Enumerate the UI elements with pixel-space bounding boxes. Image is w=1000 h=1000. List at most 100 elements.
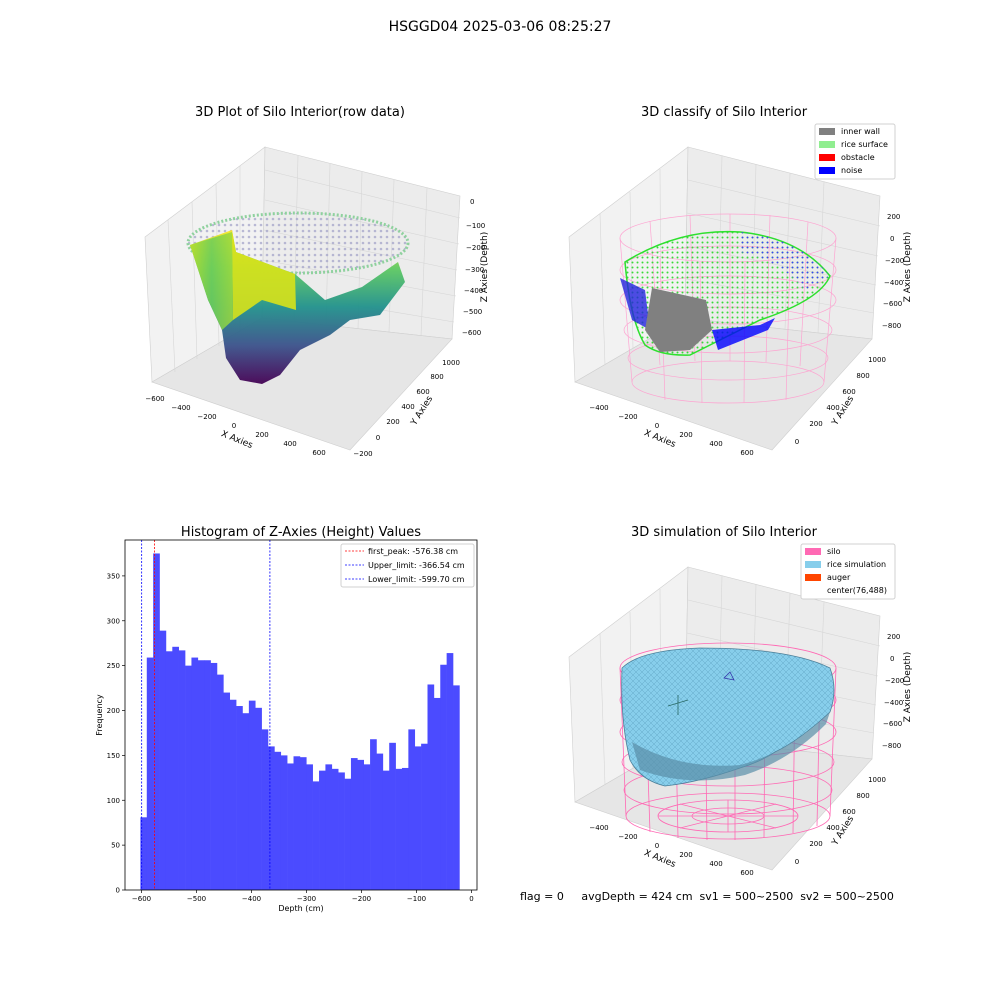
histogram-ylabel: Frequency	[95, 694, 104, 736]
sim-ytick-4: 800	[856, 792, 869, 800]
histogram-bar	[293, 756, 301, 890]
histogram-yticks: 0 50 100 150 200 250 300 350	[107, 572, 125, 895]
histogram-bar	[255, 707, 262, 890]
histogram-bar	[287, 763, 294, 890]
raw-ylabel: Y Axies	[409, 394, 435, 428]
cls-ztick-0: 200	[887, 213, 900, 221]
histogram-bars	[140, 553, 460, 890]
histogram-bar	[401, 767, 409, 890]
histogram-bar	[376, 753, 384, 890]
histogram-xticks: −600 −500 −400 −300 −200 −100 0	[132, 890, 474, 903]
histogram-ytick-label: 100	[107, 797, 120, 805]
raw-ytick-1: 0	[376, 434, 380, 442]
panel-3d-classify-title: 3D classify of Silo Interior	[641, 105, 808, 120]
histogram-bar	[153, 553, 160, 890]
histogram-bar	[178, 650, 186, 890]
histogram-bar	[185, 665, 192, 890]
histogram-bar	[382, 770, 390, 890]
histogram-bar	[229, 699, 237, 890]
histogram-bar	[357, 759, 364, 890]
raw-ytick-4: 600	[416, 388, 429, 396]
raw-ztick-0: 0	[470, 198, 474, 206]
cls-xtick-2: 0	[655, 422, 659, 430]
legend-label-rice-simulation: rice simulation	[827, 560, 886, 569]
sim-ztick-3: −400	[884, 699, 903, 707]
raw-ytick-5: 800	[430, 373, 443, 381]
cls-xtick-4: 400	[709, 440, 722, 448]
sim-ytick-2: 400	[826, 824, 839, 832]
sim-xtick-1: −200	[618, 833, 637, 841]
raw-ztick-2: −200	[466, 244, 485, 252]
histogram-bar	[414, 746, 422, 890]
legend-label-first-peak: first_peak: -576.38 cm	[368, 547, 458, 556]
classify-legend: inner wall rice surface obstacle noise	[814, 123, 896, 180]
cls-ytick-5: 1000	[868, 356, 886, 364]
classify-inner-wall	[645, 288, 712, 352]
legend-label-lower-limit: Lower_limit: -599.70 cm	[368, 575, 465, 584]
histogram-bar	[408, 729, 416, 890]
histogram-vlines	[141, 540, 271, 890]
histogram-bar	[299, 757, 307, 890]
raw-xtick-4: 200	[255, 431, 268, 439]
cls-ztick-4: −600	[883, 300, 902, 308]
raw-ztick-3: −300	[465, 266, 484, 274]
legend-label-inner-wall: inner wall	[841, 127, 880, 136]
histogram-bar	[204, 660, 211, 890]
sim-ztick-5: −800	[882, 742, 901, 750]
legend-swatch-inner-wall	[819, 128, 835, 135]
histogram-bar	[370, 739, 377, 890]
histogram-bar	[165, 651, 173, 890]
classify-noise	[740, 232, 830, 290]
histogram-bar	[306, 764, 313, 890]
legend-label-silo: silo	[827, 547, 841, 556]
histogram-bar	[172, 646, 179, 890]
histogram-xtick-label: −600	[132, 895, 151, 903]
histogram-xtick-label: −100	[407, 895, 426, 903]
sim-ytick-3: 600	[842, 808, 855, 816]
raw-ytick-6: 1000	[442, 359, 460, 367]
histogram-xtick-label: −400	[242, 895, 261, 903]
histogram-bar	[242, 713, 250, 890]
legend-swatch-noise	[819, 167, 835, 174]
sim-ztick-2: −200	[885, 677, 904, 685]
histogram-bar	[248, 700, 256, 890]
raw-ytick-2: 200	[386, 418, 399, 426]
cls-xtick-1: −200	[618, 413, 637, 421]
histogram-bar	[159, 630, 167, 890]
raw-zlabel: Z Axies (Depth)	[480, 232, 490, 303]
cls-ztick-2: −200	[885, 257, 904, 265]
legend-swatch-auger	[805, 574, 821, 581]
raw-xlabel: X Axies	[219, 429, 254, 451]
cls-ytick-4: 800	[856, 372, 869, 380]
center-marker	[723, 671, 735, 681]
silo-wireframe	[619, 642, 837, 841]
histogram-bar	[236, 706, 243, 890]
sim-zlabel: Z Axies (Depth)	[903, 652, 913, 723]
raw-ztick-1: −100	[466, 222, 485, 230]
histogram-axes-frame	[124, 539, 478, 891]
raw-xtick-1: −400	[171, 404, 190, 412]
histogram-bar	[261, 729, 269, 890]
histogram-bar	[344, 778, 352, 890]
sim-legend: silo rice simulation auger center(76,488…	[800, 543, 896, 600]
panel-3d-sim-title: 3D simulation of Silo Interior	[631, 525, 818, 540]
raw-ztick-5: −500	[463, 308, 482, 316]
histogram-ytick-label: 250	[107, 662, 120, 670]
classify-noise-left	[620, 278, 650, 330]
sim-ytick-1: 200	[809, 840, 822, 848]
panel-3d-simulation: 3D simulation of Silo Interior	[568, 525, 913, 877]
histogram-ytick-label: 200	[107, 707, 120, 715]
panel-3d-raw-title: 3D Plot of Silo Interior(row data)	[195, 105, 405, 120]
histogram-bar	[191, 657, 199, 890]
histogram-bar	[312, 781, 320, 890]
raw-ztick-6: −600	[462, 329, 481, 337]
cls-zlabel: Z Axies (Depth)	[903, 232, 913, 303]
histogram-bar	[395, 768, 403, 890]
histogram-legend: first_peak: -576.38 cm Upper_limit: -366…	[340, 543, 475, 588]
sim-xtick-0: −400	[589, 824, 608, 832]
sim-xtick-4: 400	[709, 860, 722, 868]
sim-ztick-4: −600	[883, 720, 902, 728]
legend-label-obstacle: obstacle	[841, 153, 875, 162]
sim-ztick-0: 200	[887, 633, 900, 641]
